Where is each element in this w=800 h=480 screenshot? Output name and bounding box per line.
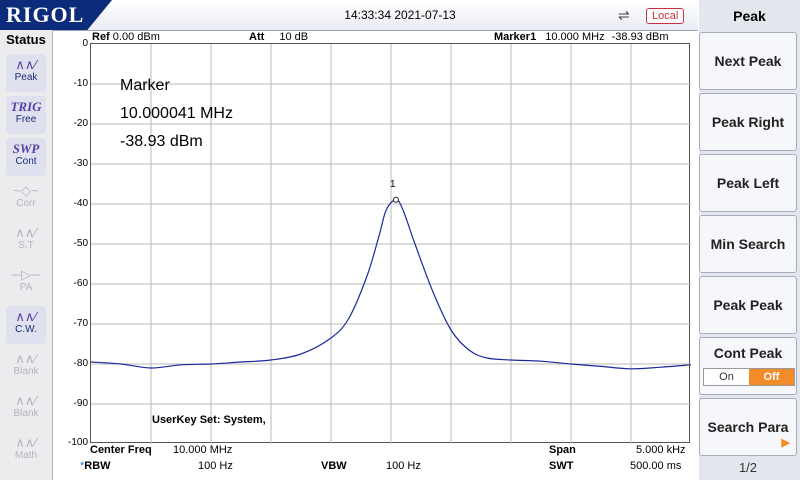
marker-title: Marker [120, 77, 170, 94]
status-item-label: Math [14, 450, 38, 461]
y-tick-label: -100 [67, 437, 88, 448]
att-readout: Att 10 dB [249, 31, 308, 43]
status-item-math[interactable]: ∧∧∕ Math [6, 432, 46, 470]
marker-header-readout: Marker1 10.000 MHz -38.93 dBm [494, 31, 669, 43]
toggle-off[interactable]: Off [749, 369, 794, 385]
y-tick-label: -30 [73, 158, 88, 169]
brand-text: RIGOL [6, 2, 85, 27]
y-tick-label: 0 [82, 38, 88, 49]
vbw-value: 100 Hz [386, 460, 421, 472]
spectrum-svg [91, 44, 691, 444]
span-value: 5.000 kHz [636, 444, 686, 456]
graticule [91, 44, 691, 444]
y-tick-label: -70 [73, 318, 88, 329]
search-para-button[interactable]: Search Para ▶ [699, 398, 797, 456]
status-item-st[interactable]: ∧∧∕ S.T [6, 222, 46, 260]
status-item-cw[interactable]: ∧∧∕ C.W. [6, 306, 46, 344]
att-label: Att [249, 31, 265, 43]
vbw-label: VBW [321, 460, 347, 472]
status-item-label: Blank [13, 366, 39, 377]
y-tick-label: -20 [73, 118, 88, 129]
status-item-label: PA [19, 282, 33, 293]
y-tick-label: -10 [73, 78, 88, 89]
center-freq-label: Center Freq [90, 444, 152, 456]
marker-level: -38.93 dBm [120, 133, 203, 150]
status-item-corr[interactable]: ~◇~ Corr [6, 180, 46, 218]
rbw-label: RBW [84, 460, 111, 472]
st-icon: ∧∧∕ [15, 225, 37, 240]
status-item-label: C.W. [15, 324, 37, 335]
softkey-menu: Peak Next Peak Peak Right Peak Left Min … [699, 0, 800, 480]
local-badge[interactable]: Local [646, 8, 685, 24]
peak-icon: ∧∧∕ [15, 57, 37, 72]
marker-dot [392, 196, 399, 203]
swt-value: 500.00 ms [630, 460, 682, 472]
cont-peak-button[interactable]: Cont Peak [699, 337, 797, 395]
swp-icon: SWP [12, 141, 40, 156]
marker-index-label: 1 [390, 179, 396, 190]
status-item-swp[interactable]: SWP Cont [6, 138, 46, 176]
toggle-on[interactable]: On [704, 369, 749, 385]
marker-header-freq: 10.000 MHz [545, 31, 605, 43]
status-item-label: Cont [15, 156, 37, 167]
span-label: Span [549, 444, 576, 456]
top-bar: RIGOL 14:33:34 2021-07-13 ⇌ Local [0, 0, 698, 31]
ref-value: 0.00 dBm [112, 31, 160, 43]
next-peak-button[interactable]: Next Peak [699, 32, 797, 90]
blank-icon: ∧∧∕ [15, 393, 37, 408]
userkey-set: UserKey Set: System, [152, 414, 266, 426]
peak-left-button[interactable]: Peak Left [699, 154, 797, 212]
y-tick-label: -60 [73, 278, 88, 289]
search-para-label: Search Para [707, 419, 789, 435]
peak-peak-button[interactable]: Peak Peak [699, 276, 797, 334]
att-value: 10 dB [279, 31, 309, 43]
page-indicator: 1/2 [738, 460, 758, 475]
center-freq-value: 10.000 MHz [173, 444, 233, 456]
status-item-label: Corr [16, 198, 36, 209]
math-icon: ∧∧∕ [15, 435, 37, 450]
brand-logo: RIGOL [0, 0, 112, 30]
usb-icon: ⇌ [618, 7, 630, 23]
ref-readout: Ref 0.00 dBm [92, 31, 160, 43]
trig-icon: TRIG [10, 99, 42, 114]
datetime: 14:33:34 2021-07-13 [344, 8, 456, 22]
marker-point [392, 196, 399, 203]
status-item-trig[interactable]: TRIG Free [6, 96, 46, 134]
status-item-label: Blank [13, 408, 39, 419]
status-panel: Status ∧∧∕ Peak TRIG Free SWP Cont ~◇~ C… [0, 30, 53, 480]
status-item-label: Free [15, 114, 37, 125]
status-item-blank[interactable]: ∧∧∕ Blank [6, 390, 46, 428]
swt-label: SWT [549, 460, 574, 472]
marker-readout: Marker 10.000041 MHz -38.93 dBm [120, 72, 233, 156]
rbw-value: 100 Hz [198, 460, 233, 472]
peak-right-button[interactable]: Peak Right [699, 93, 797, 151]
spectrum-plot[interactable] [90, 43, 691, 444]
status-item-pa[interactable]: ─▷─ PA [6, 264, 46, 302]
menu-title: Peak [733, 8, 766, 24]
status-item-label: S.T [18, 240, 34, 251]
status-item-peak[interactable]: ∧∧∕ Peak [6, 54, 46, 92]
y-tick-label: -90 [73, 398, 88, 409]
y-tick-label: -80 [73, 358, 88, 369]
min-search-button[interactable]: Min Search [699, 215, 797, 273]
rbw-readout: *RBW [80, 460, 111, 472]
status-item-blank[interactable]: ∧∧∕ Blank [6, 348, 46, 386]
marker-header-label: Marker1 [494, 31, 537, 43]
corr-icon: ~◇~ [13, 183, 39, 198]
submenu-arrow-icon: ▶ [781, 437, 790, 449]
ref-label: Ref [92, 31, 110, 43]
cont-peak-label: Cont Peak [713, 345, 783, 361]
pa-icon: ─▷─ [11, 267, 41, 282]
cw-icon: ∧∧∕ [15, 309, 37, 324]
marker-header-level: -38.93 dBm [611, 31, 669, 43]
y-tick-label: -50 [73, 238, 88, 249]
marker-freq: 10.000041 MHz [120, 105, 233, 122]
y-tick-label: -40 [73, 198, 88, 209]
blank-icon: ∧∧∕ [15, 351, 37, 366]
cont-peak-toggle[interactable]: On Off [703, 368, 795, 386]
rbw-star: * [80, 460, 85, 472]
status-title: Status [6, 32, 46, 47]
status-item-label: Peak [14, 72, 38, 83]
